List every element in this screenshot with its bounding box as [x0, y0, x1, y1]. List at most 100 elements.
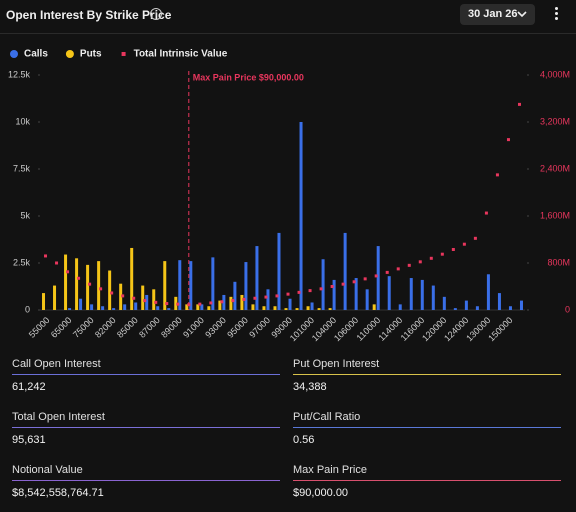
- bar: [288, 298, 292, 310]
- dot: [231, 299, 235, 303]
- bar: [200, 304, 204, 310]
- dot: [55, 261, 59, 265]
- bar: [266, 289, 270, 310]
- bar: [174, 296, 178, 310]
- bar: [189, 261, 193, 310]
- x-tick-label: 85000: [115, 315, 140, 340]
- stat-label: Put/Call Ratio: [293, 411, 361, 423]
- bar: [156, 306, 160, 310]
- dot: [275, 294, 279, 298]
- bar: [317, 308, 321, 310]
- bar: [310, 302, 314, 310]
- bar: [112, 308, 116, 310]
- bar: [207, 306, 211, 310]
- dot: [429, 256, 433, 260]
- bar: [167, 308, 171, 310]
- bar: [372, 304, 376, 310]
- bar: [486, 274, 490, 310]
- x-tick-label: 75000: [71, 315, 96, 340]
- info-icon[interactable]: i: [150, 8, 162, 20]
- stat-underline: [293, 480, 561, 481]
- y-tick-label: 7.5k: [13, 163, 31, 173]
- dot: [517, 102, 521, 106]
- stat-value: 61,242: [12, 381, 46, 393]
- date-dropdown[interactable]: 30 Jan 26: [460, 4, 535, 25]
- legend-marker: [65, 50, 74, 58]
- bar: [277, 232, 281, 310]
- bar: [244, 262, 248, 310]
- y-tick-label: 2.5k: [13, 257, 31, 267]
- y-tick-label: 12.5k: [8, 69, 31, 79]
- stat-value: $8,542,558,764.71: [12, 487, 104, 499]
- dot: [352, 280, 356, 284]
- stat-underline: [293, 427, 561, 428]
- stat: Total Open Interest 95,631: [12, 411, 280, 446]
- dot: [110, 291, 114, 295]
- y2-tick-label: 800M: [547, 257, 570, 267]
- bar: [328, 308, 332, 310]
- stat-underline: [293, 374, 561, 375]
- bar: [64, 254, 68, 310]
- bar: [273, 306, 277, 310]
- bar: [108, 270, 112, 310]
- bar: [218, 300, 222, 310]
- dot: [297, 290, 301, 294]
- dot: [385, 270, 389, 274]
- legend-label: Puts: [80, 49, 102, 60]
- bar: [178, 260, 182, 310]
- dot: [99, 287, 103, 291]
- dot: [418, 260, 422, 264]
- bar: [68, 308, 72, 310]
- stat-value: 34,388: [293, 381, 327, 393]
- bar: [365, 289, 369, 310]
- bar: [233, 281, 237, 310]
- bar: [130, 247, 134, 310]
- y2-tick-label: 2,400M: [540, 163, 570, 173]
- bar: [42, 293, 46, 310]
- y-tick-label: 10k: [15, 116, 30, 126]
- dot: [165, 302, 169, 306]
- bar: [145, 294, 149, 310]
- bar: [306, 306, 310, 310]
- stat-label: Max Pain Price: [293, 464, 367, 476]
- stat: Notional Value $8,542,558,764.71: [12, 464, 280, 499]
- dot: [286, 292, 290, 296]
- bar: [475, 306, 479, 310]
- bar: [211, 257, 215, 310]
- y-tick-label: 5k: [20, 210, 30, 220]
- bar: [141, 285, 145, 310]
- dot: [506, 138, 510, 142]
- bar: [53, 285, 57, 310]
- stat-label: Notional Value: [12, 464, 83, 476]
- y2-tick-label: 0: [565, 304, 570, 314]
- stat: Put Open Interest 34,388: [293, 358, 561, 393]
- bar: [119, 283, 123, 310]
- bar: [79, 298, 83, 310]
- bar: [134, 302, 138, 310]
- bar: [185, 304, 189, 310]
- bar: [354, 278, 358, 310]
- legend-label: Calls: [24, 49, 48, 60]
- dot: [363, 277, 367, 281]
- bar: [321, 259, 325, 310]
- dot: [319, 287, 323, 291]
- bar: [376, 246, 380, 310]
- bar: [343, 232, 347, 310]
- bar: [508, 306, 512, 310]
- dot: [407, 263, 411, 267]
- x-tick-label: 150000: [486, 315, 514, 343]
- dot: [44, 254, 48, 258]
- stat-value: $90,000.00: [293, 487, 349, 499]
- dot: [264, 295, 268, 299]
- x-tick-label: 82000: [93, 315, 118, 340]
- dot: [451, 247, 455, 251]
- bar: [409, 278, 413, 310]
- x-tick-label: 87000: [137, 315, 162, 340]
- menu-button[interactable]: [552, 7, 560, 23]
- stat-label: Call Open Interest: [12, 358, 101, 370]
- dot: [242, 297, 246, 301]
- bar: [284, 308, 288, 310]
- stat: Call Open Interest 61,242: [12, 358, 280, 393]
- bar: [255, 246, 259, 310]
